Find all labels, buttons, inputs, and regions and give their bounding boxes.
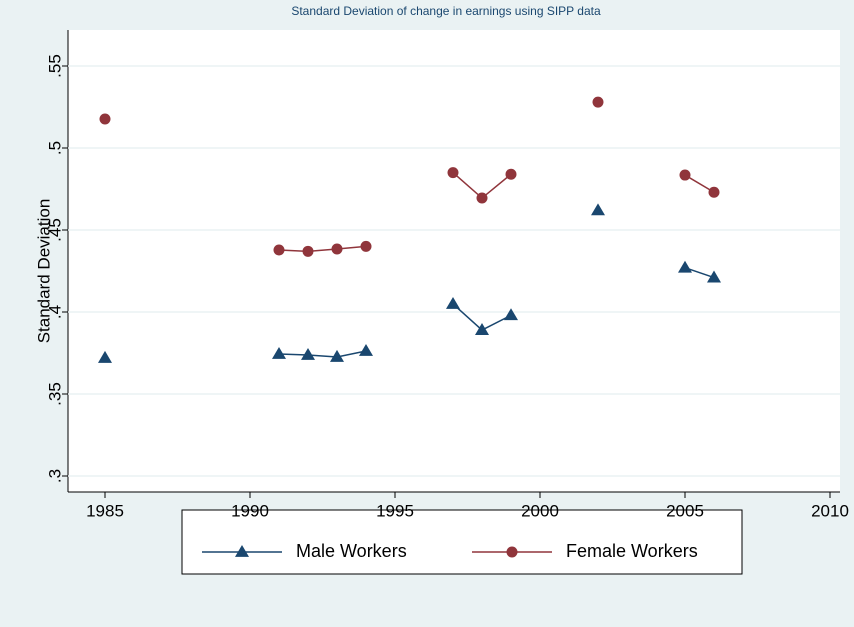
marker [707,270,721,283]
marker [447,167,459,179]
marker [302,245,314,257]
marker [591,203,605,216]
marker [359,344,373,356]
marker [505,168,517,180]
legend-label: Male Workers [296,541,407,561]
marker [99,113,111,125]
marker [678,260,692,273]
y-axis-label: Standard Deviation [34,199,53,344]
marker [360,240,372,252]
legend-label: Female Workers [566,541,698,561]
marker [330,349,344,362]
y-tick-label: .35 [45,382,64,406]
marker [98,350,112,363]
marker [331,243,343,255]
legend-box [181,509,743,575]
marker [475,323,489,335]
marker [679,169,691,181]
marker [272,346,286,359]
x-tick-label: 2000 [521,501,559,520]
x-tick-label: 1995 [376,501,414,520]
marker [301,347,315,360]
x-tick-label: 1985 [86,501,124,520]
legend-marker [506,546,518,558]
marker [476,192,488,204]
y-tick-label: .4 [45,305,64,319]
y-tick-label: .45 [45,218,64,242]
marker [446,296,460,309]
y-tick-label: .5 [45,141,64,155]
x-tick-label: 2005 [666,501,704,520]
marker [504,308,518,321]
x-tick-label: 1990 [231,501,269,520]
y-tick-label: .3 [45,469,64,483]
marker [708,186,720,198]
chart-title: Standard Deviation of change in earnings… [291,4,601,18]
y-tick-label: .55 [45,54,64,78]
plot-region [68,30,840,492]
marker [592,96,604,108]
x-tick-label: 2010 [811,501,849,520]
legend-marker [235,545,249,557]
marker [273,244,285,256]
